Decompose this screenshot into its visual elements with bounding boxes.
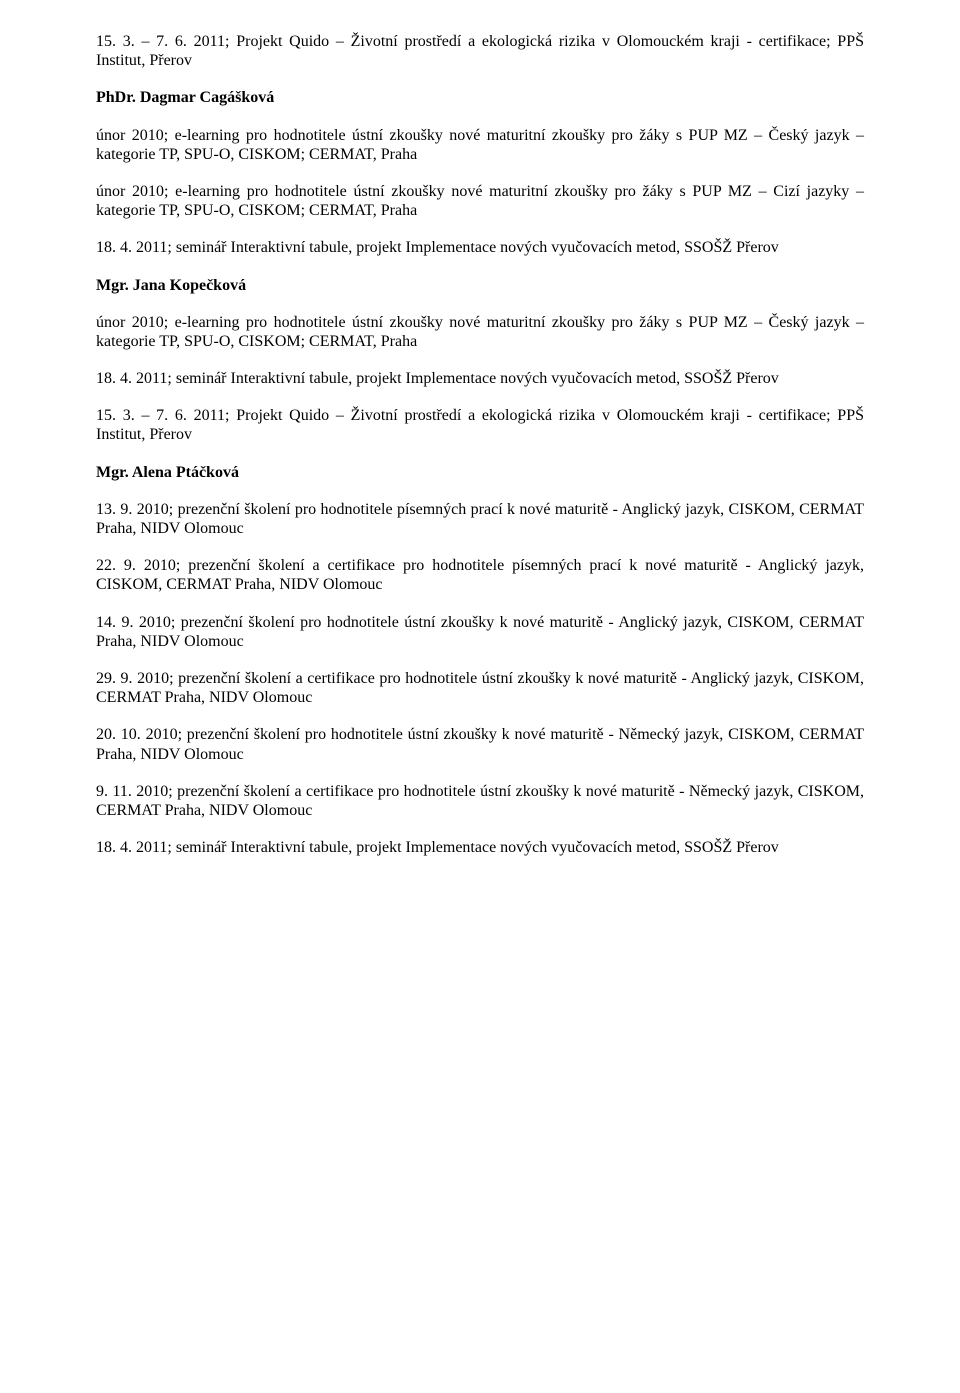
paragraph: 13. 9. 2010; prezenční školení pro hodno…	[96, 500, 864, 538]
paragraph: 20. 10. 2010; prezenční školení pro hodn…	[96, 725, 864, 763]
paragraph: únor 2010; e-learning pro hodnotitele ús…	[96, 126, 864, 164]
person-heading-ptackova: Mgr. Alena Ptáčková	[96, 463, 864, 482]
paragraph: 18. 4. 2011; seminář Interaktivní tabule…	[96, 238, 864, 257]
paragraph: 15. 3. – 7. 6. 2011; Projekt Quido – Živ…	[96, 406, 864, 444]
person-heading-kopeckova: Mgr. Jana Kopečková	[96, 276, 864, 295]
paragraph: 18. 4. 2011; seminář Interaktivní tabule…	[96, 838, 864, 857]
paragraph: 29. 9. 2010; prezenční školení a certifi…	[96, 669, 864, 707]
paragraph: 18. 4. 2011; seminář Interaktivní tabule…	[96, 369, 864, 388]
paragraph: 14. 9. 2010; prezenční školení pro hodno…	[96, 613, 864, 651]
paragraph: 15. 3. – 7. 6. 2011; Projekt Quido – Živ…	[96, 32, 864, 70]
paragraph: únor 2010; e-learning pro hodnotitele ús…	[96, 313, 864, 351]
person-heading-cagaskova: PhDr. Dagmar Cagášková	[96, 88, 864, 107]
paragraph: 22. 9. 2010; prezenční školení a certifi…	[96, 556, 864, 594]
document-page: 15. 3. – 7. 6. 2011; Projekt Quido – Živ…	[0, 0, 960, 1393]
paragraph: únor 2010; e-learning pro hodnotitele ús…	[96, 182, 864, 220]
paragraph: 9. 11. 2010; prezenční školení a certifi…	[96, 782, 864, 820]
